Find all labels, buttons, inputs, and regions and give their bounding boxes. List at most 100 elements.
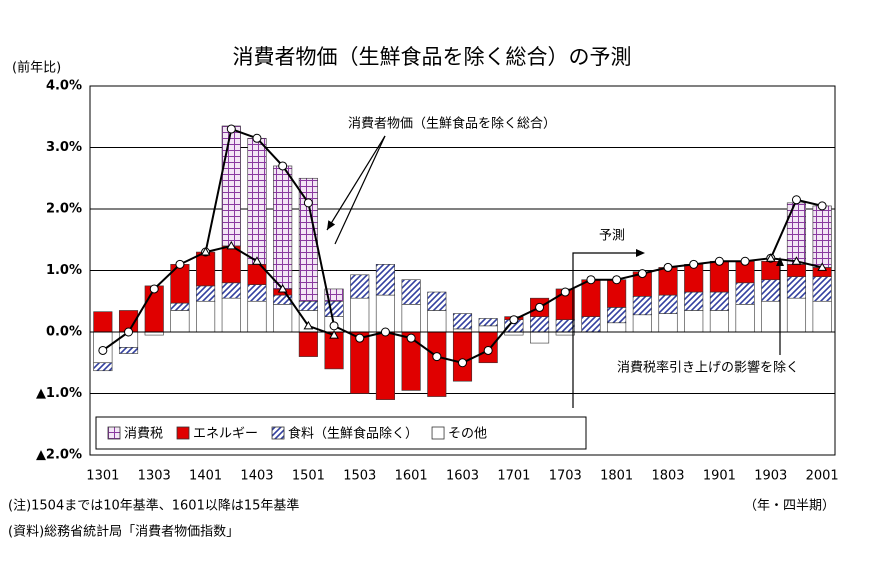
bar-segment — [93, 362, 113, 372]
arrow-head — [327, 220, 336, 230]
line-marker — [175, 259, 185, 269]
bar-segment — [812, 205, 832, 268]
bar-segment — [709, 260, 729, 293]
bar-segment — [350, 274, 370, 299]
legend-label: エネルギー — [193, 427, 258, 442]
bar-segment — [375, 331, 395, 400]
bar-segment — [170, 310, 190, 333]
line-marker — [406, 333, 416, 343]
line-marker — [226, 240, 237, 250]
legend-swatch — [176, 426, 190, 440]
bar-segment — [786, 264, 807, 277]
annotation-arrow — [334, 135, 386, 245]
bar-segment — [555, 319, 575, 333]
bar-segment — [658, 313, 678, 333]
line-marker — [124, 327, 134, 337]
bar-segment — [375, 294, 395, 333]
line-marker — [714, 256, 724, 266]
legend-label: 食料（生鮮食品除く） — [288, 426, 418, 442]
y-tick-label: ▲2.0% — [36, 448, 82, 463]
bar-segment — [324, 288, 344, 302]
bar-segment — [247, 137, 267, 265]
bar-segment — [607, 322, 627, 333]
line-marker — [303, 320, 314, 330]
line-marker — [637, 269, 647, 279]
y-tick-label: 1.0% — [46, 263, 82, 278]
x-tick-label: 1401 — [189, 469, 222, 484]
line-marker — [663, 262, 673, 272]
bar-segment — [221, 245, 241, 284]
line-marker — [535, 302, 545, 312]
bar-segment — [118, 347, 139, 354]
line-marker — [817, 201, 827, 211]
bar-segment — [761, 300, 781, 333]
x-tick-label: 1303 — [138, 469, 171, 484]
bar-segment — [196, 285, 216, 302]
x-tick-label: 1903 — [754, 469, 787, 484]
legend-swatch — [271, 426, 285, 440]
bar-segment — [196, 251, 216, 287]
line-marker — [560, 287, 570, 297]
x-tick-label: 1501 — [292, 469, 325, 484]
line-marker — [791, 256, 802, 265]
line-marker — [509, 315, 519, 325]
bar-segment — [786, 202, 807, 265]
x-tick-label: 1703 — [549, 469, 582, 484]
bar-segment — [350, 297, 370, 333]
x-axis-label: （年・四半期） — [744, 499, 835, 514]
legend-label: 消費税 — [124, 427, 163, 442]
bar-segment — [273, 304, 293, 333]
source: (資料)総務省統計局「消費者物価指数」 — [8, 524, 239, 540]
bar-segment — [375, 264, 395, 296]
line-marker — [278, 161, 288, 171]
bar-segment — [324, 300, 344, 317]
line-marker — [765, 253, 776, 262]
line-marker — [791, 195, 801, 205]
bar-segment — [298, 331, 318, 357]
x-tick-label: 1603 — [446, 469, 479, 484]
y-tick-label: 2.0% — [46, 202, 82, 217]
bar-segment — [735, 282, 755, 305]
x-tick-label: 1701 — [497, 469, 530, 484]
x-tick-label: 1301 — [86, 469, 119, 484]
bar-segment — [812, 300, 832, 333]
bar-segment — [684, 291, 704, 311]
line-marker — [98, 345, 108, 355]
arrow-head — [776, 257, 784, 266]
bar-segment — [196, 300, 216, 333]
bar-segment — [632, 314, 652, 333]
bar-segment — [401, 304, 421, 333]
y-tick-label: 3.0% — [46, 140, 82, 155]
bar-segment — [632, 296, 652, 316]
bar-segment — [581, 316, 601, 333]
bar-segment — [478, 325, 498, 333]
line-marker — [226, 124, 236, 134]
x-tick-label: 1803 — [651, 469, 684, 484]
bar-segment — [684, 310, 704, 333]
bar-segment — [273, 165, 293, 290]
annotation: 予測 — [599, 229, 625, 244]
arrow-head — [636, 249, 645, 257]
line-marker — [689, 259, 699, 269]
bar-segment — [247, 284, 267, 302]
bar-segment — [298, 177, 318, 302]
bar-segment — [735, 304, 755, 333]
bar-segment — [93, 311, 113, 333]
bar-segment — [401, 279, 421, 305]
note: (注)1504までは10年基準、1601以降は15年基準 — [8, 498, 299, 514]
line-marker — [252, 256, 262, 265]
bar-segment — [427, 331, 447, 397]
bar-segment — [761, 279, 781, 302]
line-marker — [303, 198, 313, 208]
bar-segment — [709, 291, 729, 311]
line-marker — [483, 345, 493, 355]
line-marker — [380, 327, 390, 337]
x-tick-label: 1901 — [703, 469, 736, 484]
bar-segment — [170, 302, 190, 311]
bar-segment — [581, 279, 601, 317]
line-marker — [149, 284, 159, 294]
bar-segment — [452, 313, 473, 330]
annotation: 消費者物価（生鮮食品を除く総合） — [348, 116, 556, 132]
bar-segment — [247, 300, 267, 333]
x-tick-label: 1601 — [395, 469, 428, 484]
